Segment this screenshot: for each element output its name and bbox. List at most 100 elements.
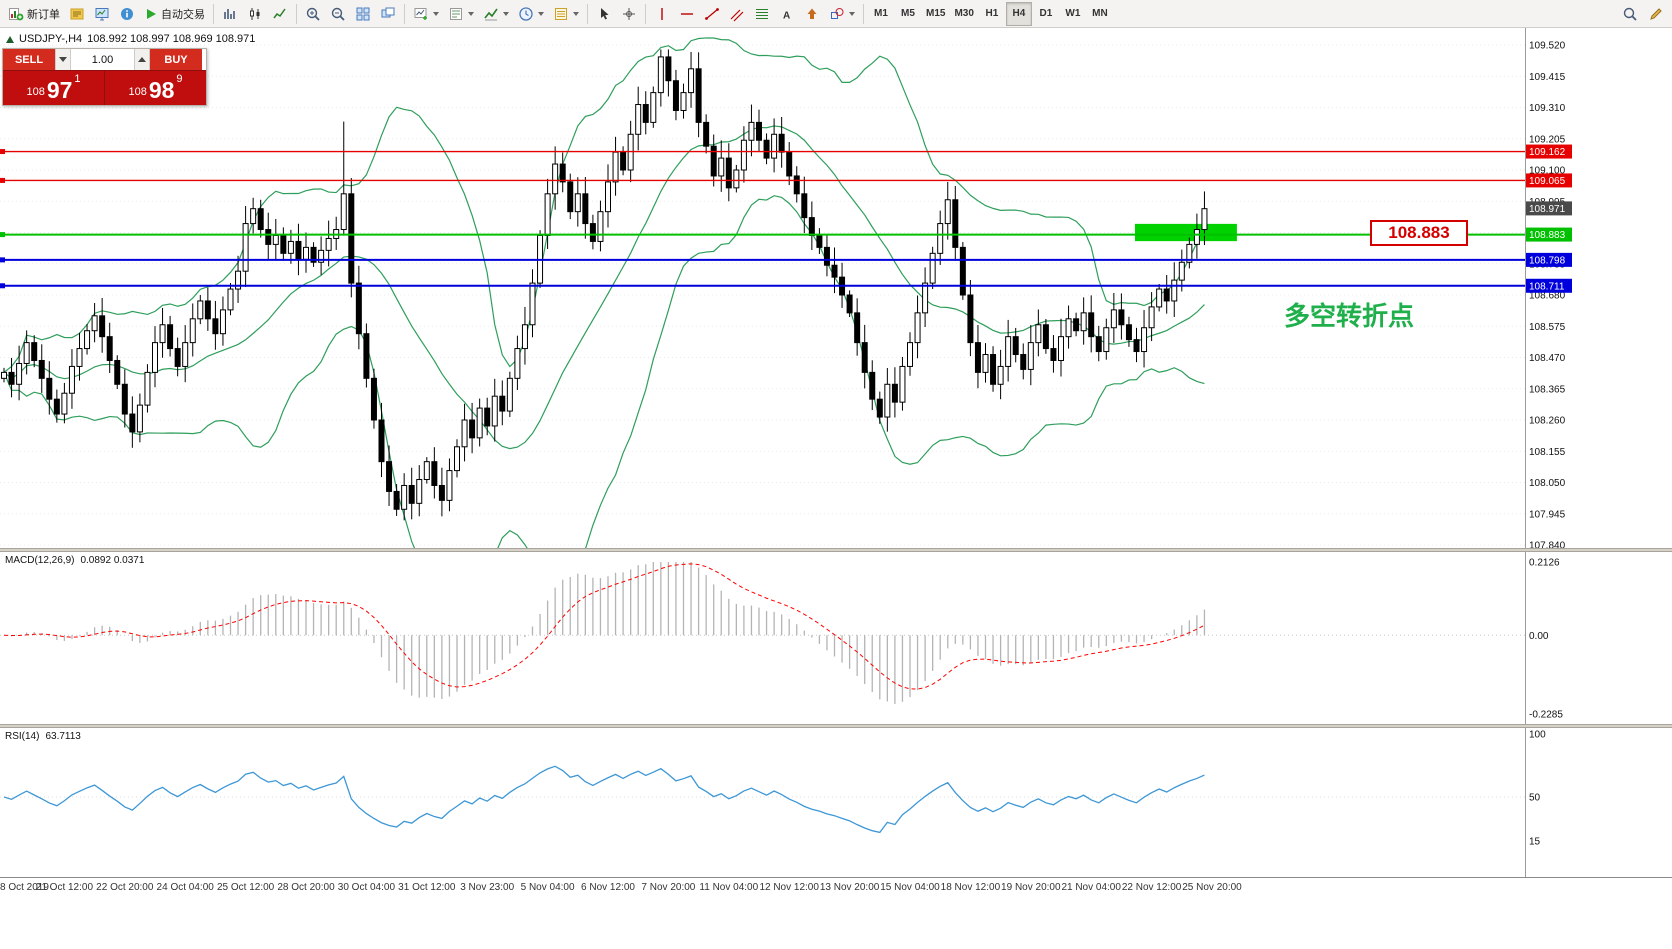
time-axis-label: 5 Nov 04:00	[520, 882, 575, 893]
time-axis-label: 28 Oct 20:00	[277, 882, 335, 893]
data-window-button[interactable]	[115, 2, 139, 26]
profiles-icon	[448, 6, 464, 22]
sell-price-button[interactable]: 108 97 1	[3, 71, 105, 105]
panel-separator[interactable]	[0, 724, 1672, 728]
chevron-down-icon	[503, 11, 509, 16]
toolbar-right-group	[1618, 2, 1668, 26]
buy-price-button[interactable]: 108 98 9	[105, 71, 206, 105]
timeframe-h4-button[interactable]: H4	[1005, 1, 1032, 26]
arrow-objects-button[interactable]	[800, 2, 824, 26]
horizontal-line-108.711[interactable]: 108.711	[0, 278, 1572, 293]
line-chart-icon	[272, 6, 288, 22]
new-chart-icon	[413, 6, 429, 22]
timeframe-d1-button[interactable]: D1	[1033, 2, 1059, 26]
new-order-button[interactable]: 新订单	[4, 2, 64, 26]
svg-text:108.883: 108.883	[1529, 230, 1566, 241]
templates-icon	[553, 6, 569, 22]
market-watch-button[interactable]	[90, 2, 114, 26]
autotrading-button[interactable]: 自动交易	[140, 2, 209, 26]
new-chart-button[interactable]	[409, 2, 443, 26]
time-axis[interactable]: 8 Oct 2019 21 Oct 12:00 22 Oct 20:00 24 Oct…	[0, 877, 1672, 900]
macd-chart[interactable]: 0.2126 0.00 -0.2285	[0, 552, 1672, 724]
rsi-scale-label: 100	[1529, 730, 1546, 741]
search-icon	[1622, 6, 1638, 22]
rsi-chart[interactable]: 100 50 15	[0, 728, 1672, 877]
timeframe-m15-button[interactable]: M15	[922, 2, 949, 26]
fibonacci-button[interactable]	[750, 2, 774, 26]
time-axis-label: 25 Nov 20:00	[1182, 882, 1242, 893]
price-axis-label: 108.155	[1529, 447, 1566, 458]
volume-decrease-button[interactable]	[55, 49, 71, 70]
profiles-button[interactable]	[444, 2, 478, 26]
timeframe-w1-button[interactable]: W1	[1060, 2, 1086, 26]
indicators-icon	[483, 6, 499, 22]
zoom-in-button[interactable]	[301, 2, 325, 26]
horizontal-line-icon	[679, 6, 695, 22]
ohlc-values: 108.992 108.997 108.969 108.971	[87, 33, 256, 45]
timeframe-m30-button[interactable]: M30	[950, 2, 977, 26]
horizontal-line-108.798[interactable]: 108.798	[0, 252, 1572, 267]
crosshair-icon	[621, 6, 637, 22]
text-tool-button[interactable]: A	[775, 2, 799, 26]
time-axis-label: 22 Nov 12:00	[1121, 882, 1182, 893]
candlestick-chart-button[interactable]	[243, 2, 267, 26]
horizontal-line-109.162[interactable]: 109.162	[0, 144, 1572, 159]
edit-button[interactable]	[1644, 2, 1668, 26]
line-chart-button[interactable]	[268, 2, 292, 26]
svg-text:A: A	[783, 10, 790, 21]
svg-text:108.971: 108.971	[1529, 204, 1566, 215]
cascade-windows-button[interactable]	[376, 2, 400, 26]
crosshair-button[interactable]	[617, 2, 641, 26]
timeframe-h1-button[interactable]: H1	[979, 2, 1005, 26]
highlight-rectangle[interactable]	[1134, 223, 1237, 242]
svg-text:108.711: 108.711	[1529, 281, 1565, 292]
trade-panel-price-row: 108 97 1 108 98 9	[3, 70, 206, 105]
price-axis-label: 109.415	[1529, 72, 1566, 83]
timeframe-m5-button[interactable]: M5	[895, 2, 921, 26]
price-axis-label: 108.575	[1529, 322, 1566, 333]
chevron-down-icon	[468, 11, 474, 16]
trade-panel-header-row: SELL BUY	[3, 49, 206, 70]
search-button[interactable]	[1618, 2, 1642, 26]
autotrading-play-icon	[144, 7, 158, 21]
timeframe-mn-button[interactable]: MN	[1087, 2, 1113, 26]
periods-button[interactable]	[514, 2, 548, 26]
metaeditor-button[interactable]	[65, 2, 89, 26]
metaeditor-icon	[69, 6, 85, 22]
horizontal-line-108.883[interactable]: 108.883	[0, 227, 1572, 242]
tile-windows-button[interactable]	[351, 2, 375, 26]
pencil-icon	[1648, 6, 1664, 22]
macd-values: 0.0892 0.0371	[80, 555, 145, 566]
time-axis-label: 18 Nov 12:00	[940, 882, 1001, 893]
symbol-header: USDJPY-,H4 108.992 108.997 108.969 108.9…	[6, 33, 255, 45]
sell-button[interactable]: SELL	[3, 49, 55, 70]
time-axis-label: 21 Nov 04:00	[1061, 882, 1121, 893]
bollinger-bands	[3, 37, 1205, 548]
panel-separator[interactable]	[0, 548, 1672, 552]
indicators-button[interactable]	[479, 2, 513, 26]
bar-chart-button[interactable]	[218, 2, 242, 26]
horizontal-line-109.065[interactable]: 109.065	[0, 173, 1572, 188]
zoom-out-button[interactable]	[326, 2, 350, 26]
svg-text:109.065: 109.065	[1529, 176, 1566, 187]
price-callout-label[interactable]: 108.883	[1370, 220, 1468, 246]
cascade-windows-icon	[380, 6, 396, 22]
cursor-button[interactable]	[592, 2, 616, 26]
annotation-note[interactable]: 多空转折点	[1284, 301, 1415, 331]
timeframe-m1-button[interactable]: M1	[868, 2, 894, 26]
price-axis-label: 108.365	[1529, 384, 1566, 395]
volume-input[interactable]	[71, 49, 134, 70]
rsi-scale-label: 50	[1529, 793, 1541, 804]
channel-button[interactable]	[725, 2, 749, 26]
buy-button[interactable]: BUY	[150, 49, 202, 70]
price-chart[interactable]: 109.520 109.415 109.310 109.205 109.100 108.9…	[0, 28, 1672, 548]
shapes-button[interactable]	[825, 2, 859, 26]
trendline-button[interactable]	[700, 2, 724, 26]
time-axis-label: 19 Nov 20:00	[1001, 882, 1061, 893]
templates-button[interactable]	[549, 2, 583, 26]
vertical-line-button[interactable]	[650, 2, 674, 26]
horizontal-line-button[interactable]	[675, 2, 699, 26]
volume-increase-button[interactable]	[134, 49, 150, 70]
toolbar: 新订单 自动交易 A M1 M	[0, 0, 1672, 28]
